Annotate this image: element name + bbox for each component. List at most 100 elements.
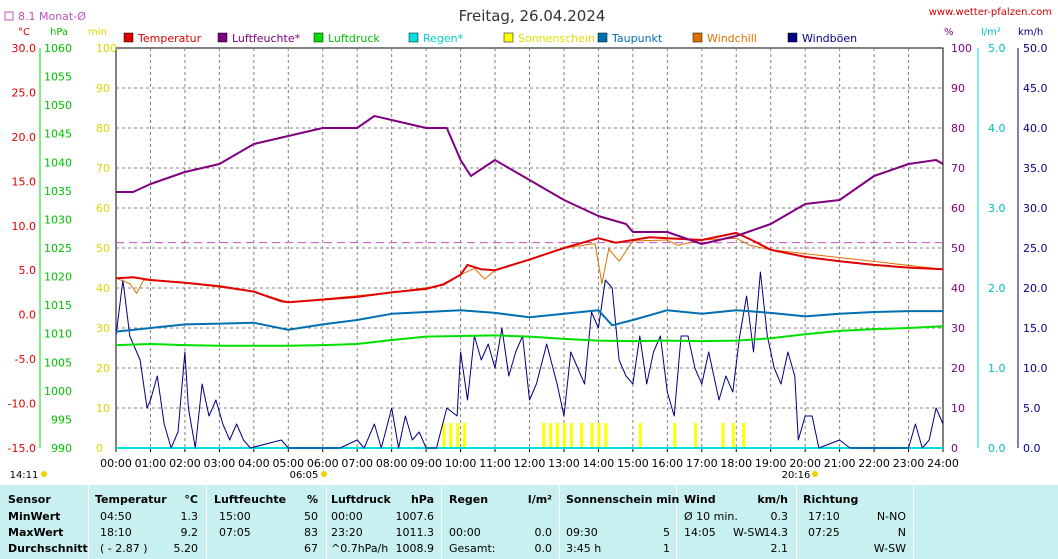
pressure-tick-label: 1000 <box>44 385 72 398</box>
header-wind: Wind <box>684 493 716 506</box>
pressure-tick-label: 995 <box>51 413 72 426</box>
sunshine-tick-label: 10 <box>96 402 110 415</box>
statistics-table: Sensor Temperatur °C Luftfeuchte% Luftdruck h… <box>0 485 1058 559</box>
x-tick-label: 10:00 <box>445 457 477 470</box>
sunshine-tick-label: 60 <box>96 202 110 215</box>
humidity-tick-label: 40 <box>951 282 965 295</box>
x-tick-label: 06:00 <box>307 457 339 470</box>
temp-tick-label: -5.0 <box>15 353 36 366</box>
legend-label: Windböen <box>802 32 857 45</box>
sunrise-icon <box>321 471 327 477</box>
header-rain-unit: l/m² <box>527 493 552 506</box>
wind-tick-label: 5.0 <box>1023 402 1041 415</box>
pressure-tick-label: 1055 <box>44 71 72 84</box>
x-tick-label: 21:00 <box>824 457 856 470</box>
humidity-value: 67 <box>304 542 318 555</box>
x-tick-label: 07:00 <box>341 457 373 470</box>
pressure-tick-label: 1040 <box>44 156 72 169</box>
sunshine-tick-label: 90 <box>96 82 110 95</box>
wind-tick-label: 10.0 <box>1023 362 1048 375</box>
sunshine-tick-label: 20 <box>96 362 110 375</box>
legend-swatch <box>408 32 419 43</box>
x-tick-label: 17:00 <box>686 457 718 470</box>
sunshine-bar <box>638 423 642 448</box>
wind-tick-label: 30.0 <box>1023 202 1048 215</box>
legend-swatch <box>787 32 798 43</box>
x-tick-label: 18:00 <box>720 457 752 470</box>
legend-swatch <box>123 32 134 43</box>
header-temperature-unit: °C <box>184 493 198 506</box>
legend: Temperatur Luftfeuchte* Luftdruck Regen* Son… <box>123 32 857 45</box>
humidity-tick-label: 50 <box>951 242 965 255</box>
pressure-tick-label: 1010 <box>44 328 72 341</box>
wind-tick-label: 40.0 <box>1023 122 1048 135</box>
header-wind-unit: km/h <box>757 493 788 506</box>
temp-value: 9.2 <box>180 526 199 539</box>
y-axes: 30.0 25.0 20.0 15.0 10.0 5.0 0.0 -5.0 -10.0 -15.0… <box>8 42 1048 455</box>
x-tick-label: 09:00 <box>410 457 442 470</box>
wind-tick-label: 50.0 <box>1023 42 1048 55</box>
humidity-time: 15:00 <box>219 510 251 523</box>
sunshine-bar <box>673 423 677 448</box>
x-tick-label: 19:00 <box>755 457 787 470</box>
header-humidity: Luftfeuchte <box>214 493 287 506</box>
x-tick-label: 03:00 <box>204 457 236 470</box>
wind-value: 0.3 <box>770 510 789 523</box>
column-separator <box>441 485 442 559</box>
legend-label: Luftfeuchte* <box>232 32 301 45</box>
x-tick-label: 23:00 <box>893 457 925 470</box>
rain-value: 0.0 <box>534 526 553 539</box>
pressure-value: 1007.6 <box>395 510 435 523</box>
direction-value: W-SW <box>873 542 906 555</box>
pressure-tick-label: 1030 <box>44 213 72 226</box>
rain-tick-label: 5.0 <box>988 42 1006 55</box>
legend-swatch <box>503 32 514 43</box>
temp-tick-label: -15.0 <box>8 442 36 455</box>
humidity-tick-label: 20 <box>951 362 965 375</box>
sunshine-time: 09:30 <box>566 526 598 539</box>
humidity-value: 83 <box>304 526 318 539</box>
legend-label: Taupunkt <box>611 32 663 45</box>
humidity-tick-label: 80 <box>951 122 965 135</box>
site-link[interactable]: www.wetter-pfalzen.com <box>929 7 1052 18</box>
direction-time: 07:25 <box>808 526 840 539</box>
wind-tick-label: 25.0 <box>1023 242 1048 255</box>
legend-swatch <box>597 32 608 43</box>
month-avg-legend-box <box>4 11 14 21</box>
wind-value: 14.3 <box>763 526 789 539</box>
wind-tick-label: 0.0 <box>1023 442 1041 455</box>
row-label: MinWert <box>8 510 61 523</box>
wind-tick-label: 35.0 <box>1023 162 1048 175</box>
x-tick-label: 04:00 <box>238 457 270 470</box>
header-pressure-unit: hPa <box>410 493 434 506</box>
wind-value: 2.1 <box>770 542 789 555</box>
temp-value: 5.20 <box>173 542 199 555</box>
rain-tick-label: 2.0 <box>988 282 1006 295</box>
temp-tick-label: 30.0 <box>12 42 37 55</box>
x-tick-label: 14:00 <box>583 457 615 470</box>
temp-time: 18:10 <box>100 526 132 539</box>
humidity-tick-label: 100 <box>951 42 972 55</box>
plot-area <box>115 115 944 449</box>
rain-tick-label: 4.0 <box>988 122 1006 135</box>
weather-chart: Freitag, 26.04.2024 www.wetter-pfalzen.c… <box>4 7 1052 481</box>
month-avg-legend: 8.1 Monat-Ø <box>18 10 86 23</box>
humidity-tick-label: 30 <box>951 322 965 335</box>
column-separator <box>88 485 89 559</box>
x-tick-label: 01:00 <box>135 457 167 470</box>
wind-time: 14:05 <box>684 526 716 539</box>
pressure-tick-label: 1005 <box>44 356 72 369</box>
sunset-icon <box>812 471 818 477</box>
row-label: Durchschnitt <box>8 542 88 555</box>
sunshine-bar <box>742 423 746 448</box>
x-tick-label: 16:00 <box>651 457 683 470</box>
gusts-line <box>115 271 944 449</box>
direction-time: 17:10 <box>808 510 840 523</box>
temp-tick-label: 25.0 <box>12 86 37 99</box>
sunshine-bar <box>449 423 453 448</box>
pressure-tick-label: 990 <box>51 442 72 455</box>
legend-label: Luftdruck <box>328 32 380 45</box>
legend-label: Windchill <box>707 32 757 45</box>
pressure-tick-label: 1020 <box>44 271 72 284</box>
column-separator <box>559 485 560 559</box>
